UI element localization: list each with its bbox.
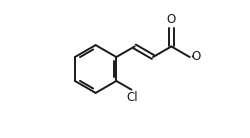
Text: O: O	[192, 50, 201, 63]
Text: O: O	[167, 13, 176, 26]
Text: Cl: Cl	[126, 91, 138, 104]
